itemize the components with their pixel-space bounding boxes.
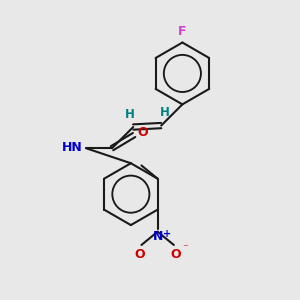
Text: H: H — [125, 108, 135, 121]
Text: H: H — [160, 106, 170, 119]
Text: ⁻: ⁻ — [183, 244, 188, 254]
Text: F: F — [178, 25, 187, 38]
Text: HN: HN — [62, 141, 82, 154]
Text: N: N — [152, 230, 163, 243]
Text: O: O — [138, 126, 148, 139]
Text: O: O — [135, 248, 145, 261]
Text: +: + — [163, 230, 171, 239]
Text: O: O — [170, 248, 181, 261]
